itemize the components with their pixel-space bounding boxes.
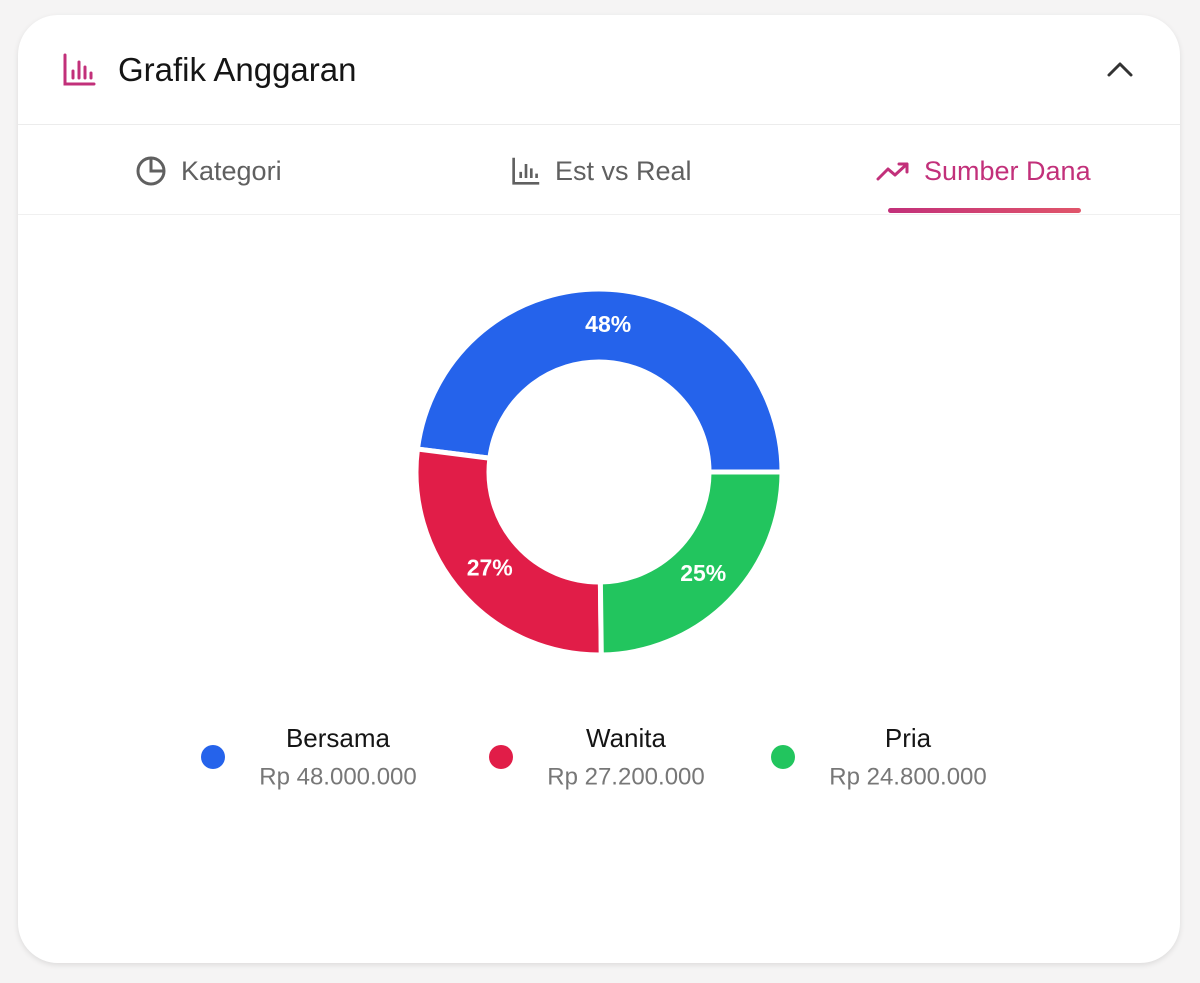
tab-label: Est vs Real: [555, 155, 692, 186]
slice-label: 25%: [680, 560, 726, 586]
legend-name: Bersama: [286, 723, 391, 753]
legend-dot: [201, 745, 225, 769]
budget-card: Grafik Anggaran Kategori Est vs Real Sum…: [18, 15, 1180, 963]
slice-label: 48%: [585, 311, 631, 337]
legend-name: Wanita: [586, 723, 666, 753]
trend-icon: [876, 162, 909, 181]
donut-slice: [597, 469, 785, 658]
legend-dot: [771, 745, 795, 769]
slice-label: 27%: [467, 555, 513, 581]
legend-value: Rp 48.000.000: [259, 763, 416, 790]
tab[interactable]: Kategori: [135, 153, 282, 189]
legend-dot: [489, 745, 513, 769]
bar-icon: [512, 157, 540, 185]
tab-active[interactable]: Sumber Dana: [876, 153, 1091, 189]
tab-indicator: [888, 208, 1081, 213]
tab-label: Sumber Dana: [924, 155, 1091, 186]
card-header: Grafik Anggaran: [18, 15, 1180, 125]
collapse-button[interactable]: [1106, 59, 1134, 79]
pie-icon: [136, 156, 166, 186]
tab[interactable]: Est vs Real: [511, 153, 692, 189]
legend-value: Rp 24.800.000: [829, 763, 986, 790]
donut-slice: [414, 286, 785, 475]
card-title: Grafik Anggaran: [118, 51, 357, 88]
donut-slice: [413, 446, 604, 658]
legend-name: Pria: [885, 723, 932, 753]
legend-value: Rp 27.200.000: [547, 763, 704, 790]
tab-bar: Kategori Est vs Real Sumber Dana: [18, 125, 1180, 215]
donut-chart: 48% 27% 25% Bersama Rp 48.000.000 Wanita Rp 27…: [201, 286, 987, 790]
tab-label: Kategori: [181, 155, 282, 186]
chart-icon: [63, 53, 96, 86]
